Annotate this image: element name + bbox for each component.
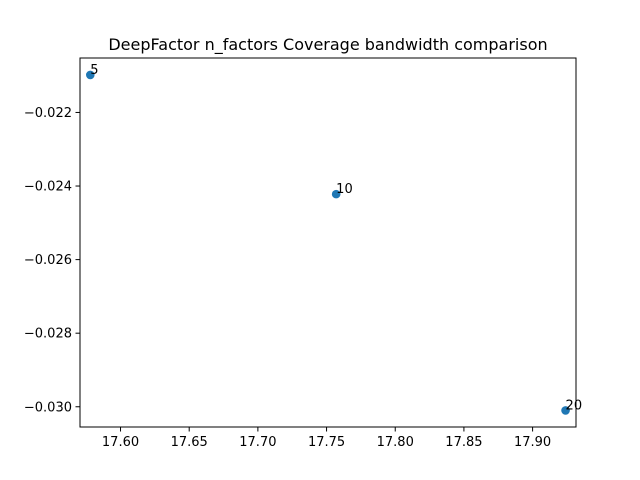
y-tick-label: −0.024	[24, 180, 72, 195]
plot-area: 17.60 17.65 17.70 17.75 17.80 17.85 17.90 −0.02…	[24, 57, 583, 450]
y-tick-label: −0.022	[24, 106, 72, 121]
x-tick-label: 17.75	[308, 435, 345, 450]
x-tick-label: 17.65	[171, 435, 208, 450]
scatter-point	[331, 189, 341, 199]
x-tick-label: 17.90	[514, 435, 551, 450]
point-label: 20	[566, 398, 583, 413]
y-tick-label: −0.030	[24, 400, 72, 415]
x-tick-label: 17.70	[239, 435, 276, 450]
x-tick-label: 17.60	[102, 435, 139, 450]
y-tick-label: −0.028	[24, 327, 72, 342]
axes-frame	[79, 57, 577, 428]
point-label: 5	[90, 63, 98, 78]
x-tick-label: 17.85	[445, 435, 482, 450]
chart-title: DeepFactor n_factors Coverage bandwidth …	[108, 35, 547, 55]
y-tick-label: −0.026	[24, 253, 72, 268]
point-label: 10	[336, 182, 353, 197]
scatter-point	[561, 406, 570, 415]
x-tick-label: 17.80	[377, 435, 414, 450]
scatter-point	[86, 70, 95, 80]
